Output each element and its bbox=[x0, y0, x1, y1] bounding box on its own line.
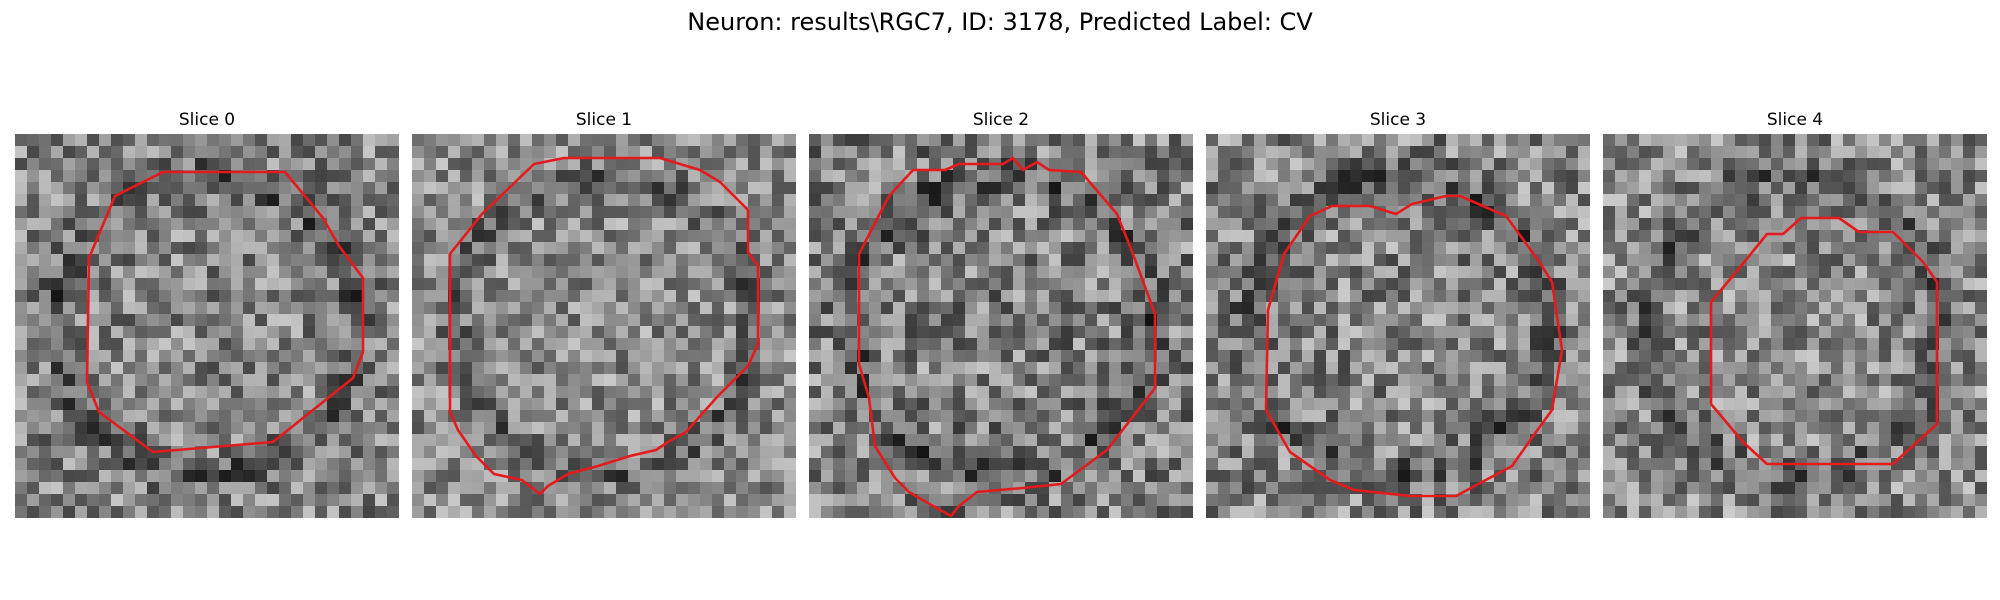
slice-4-title: Slice 4 bbox=[1766, 110, 1824, 130]
slice-3-image bbox=[1206, 134, 1590, 518]
slice-1-title: Slice 1 bbox=[575, 110, 633, 130]
slice-4-contour bbox=[1709, 216, 1939, 466]
slice-2-image bbox=[809, 134, 1193, 518]
slice-1-image bbox=[412, 134, 796, 518]
slice-2-title: Slice 2 bbox=[972, 110, 1030, 130]
slice-3-title: Slice 3 bbox=[1369, 110, 1427, 130]
slice-0-contour bbox=[85, 170, 365, 454]
slice-3-pixels bbox=[1206, 134, 1590, 518]
slice-4-pixels bbox=[1603, 134, 1987, 518]
slice-2-pixels bbox=[809, 134, 1193, 518]
slice-2-contour bbox=[857, 156, 1157, 518]
slice-3-contour bbox=[1264, 194, 1564, 498]
slice-0-title: Slice 0 bbox=[178, 110, 236, 130]
slice-4-image bbox=[1603, 134, 1987, 518]
slice-1-pixels bbox=[412, 134, 796, 518]
slice-0-image bbox=[15, 134, 399, 518]
slice-1-contour bbox=[448, 156, 760, 496]
slice-0-pixels bbox=[15, 134, 399, 518]
figure-title: Neuron: results\RGC7, ID: 3178, Predicte… bbox=[687, 8, 1313, 36]
